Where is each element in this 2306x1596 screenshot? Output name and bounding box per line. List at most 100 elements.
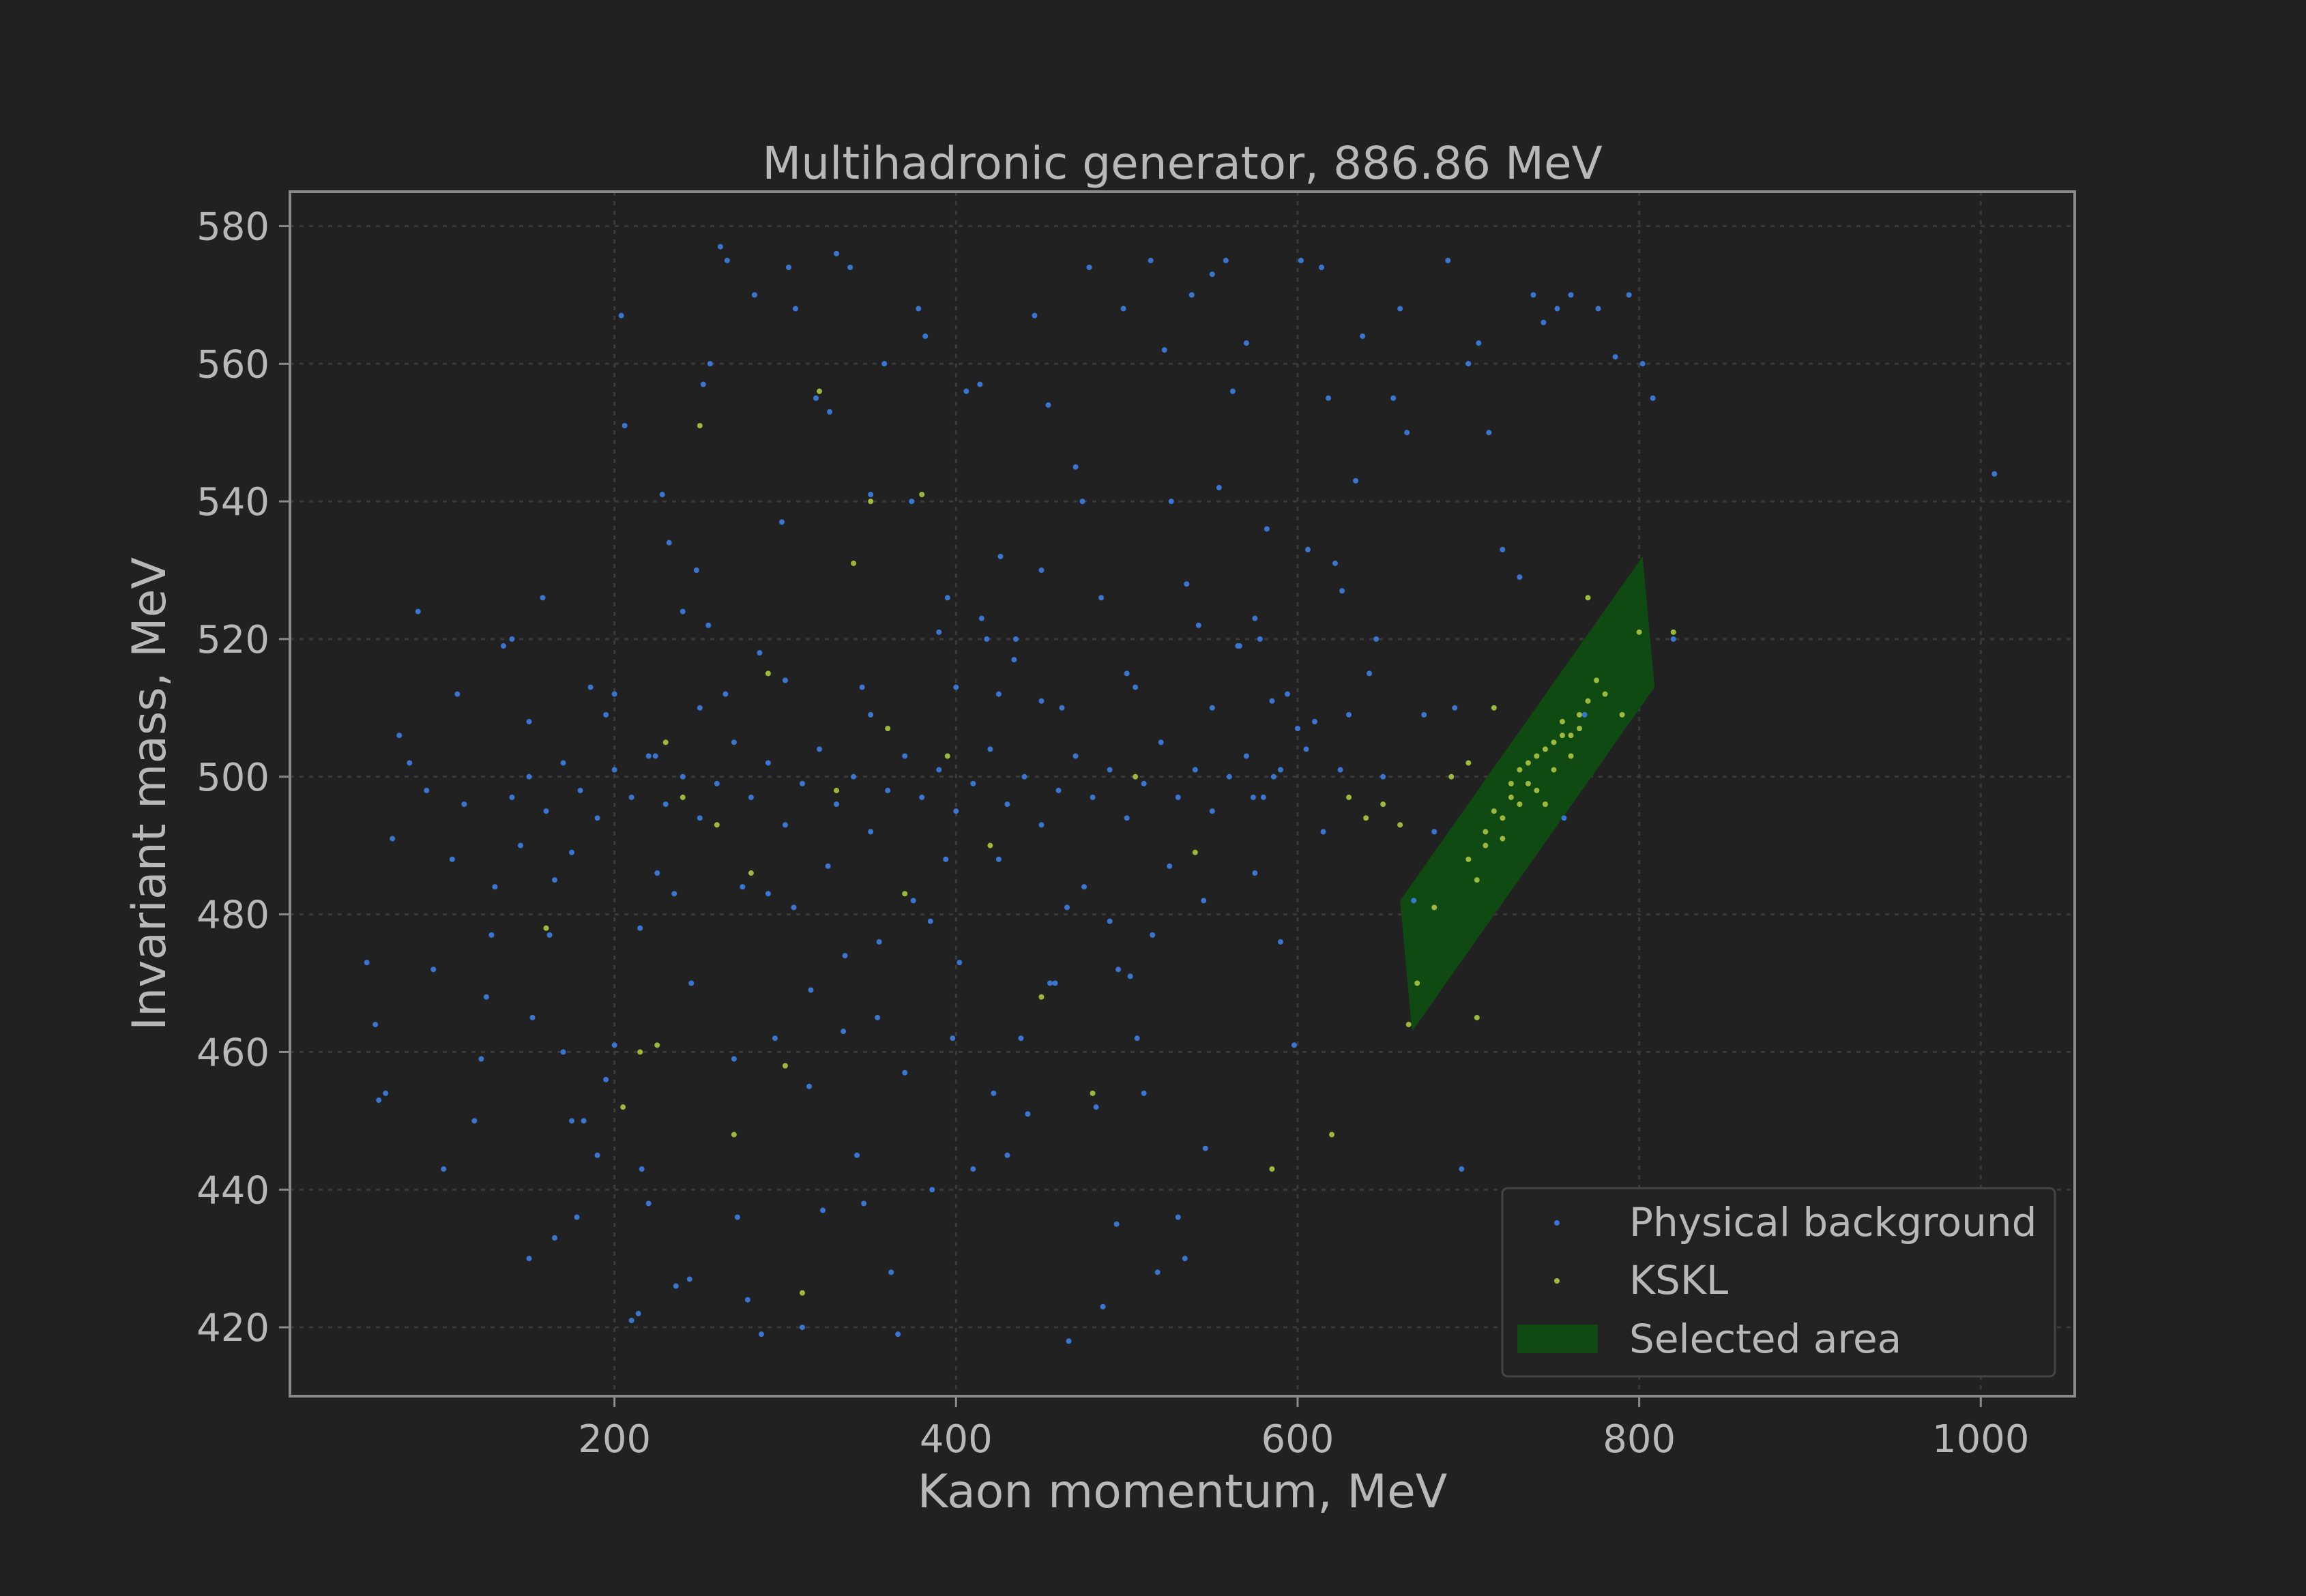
- legend-marker-selected-area: [1517, 1325, 1598, 1353]
- physical-background-point: [618, 312, 624, 319]
- physical-background-point: [1421, 711, 1427, 718]
- kskl-point: [1500, 815, 1506, 821]
- physical-background-point: [1209, 705, 1215, 711]
- physical-background-point: [552, 877, 558, 883]
- physical-background-point: [1229, 388, 1236, 394]
- x-axis-label: Kaon momentum, MeV: [918, 1465, 1448, 1519]
- physical-background-point: [847, 265, 853, 271]
- physical-background-point: [671, 891, 677, 897]
- physical-background-point: [1639, 361, 1646, 367]
- physical-background-point: [1081, 884, 1088, 890]
- physical-background-point: [1032, 312, 1038, 319]
- physical-background-point: [1319, 265, 1325, 271]
- kskl-point: [662, 739, 669, 745]
- kskl-point: [944, 753, 950, 759]
- kskl-point: [1568, 753, 1574, 759]
- physical-background-point: [902, 1069, 908, 1076]
- legend-label-physical-background: Physical background: [1629, 1199, 2037, 1245]
- physical-background-point: [1059, 705, 1065, 711]
- physical-background-point: [1337, 767, 1343, 773]
- physical-background-point: [1530, 292, 1536, 298]
- physical-background-point: [902, 753, 908, 759]
- physical-background-point: [1390, 395, 1397, 401]
- physical-background-point: [680, 773, 686, 780]
- physical-background-point: [654, 870, 660, 876]
- physical-background-point: [373, 1022, 379, 1028]
- physical-background-point: [1298, 257, 1304, 263]
- physical-background-point: [1038, 567, 1045, 574]
- physical-background-point: [1250, 795, 1256, 801]
- physical-background-point: [628, 795, 634, 801]
- physical-background-point: [483, 994, 489, 1000]
- physical-background-point: [526, 719, 532, 725]
- physical-background-point: [987, 746, 993, 752]
- physical-background-point: [1568, 292, 1574, 298]
- physical-background-point: [950, 1035, 956, 1041]
- physical-background-point: [717, 243, 723, 250]
- physical-background-point: [1113, 1221, 1120, 1227]
- physical-background-point: [526, 1256, 532, 1262]
- physical-background-point: [827, 409, 833, 415]
- physical-background-point: [1188, 292, 1195, 298]
- y-tick-label: 560: [196, 342, 269, 387]
- physical-background-point: [765, 760, 771, 766]
- kskl-point: [1038, 994, 1045, 1000]
- physical-background-point: [611, 691, 617, 697]
- kskl-point: [680, 795, 686, 801]
- physical-background-point: [639, 1166, 645, 1172]
- physical-background-point: [782, 822, 788, 828]
- physical-background-point: [808, 987, 814, 993]
- chart-title: Multihadronic generator, 886.86 MeV: [762, 137, 1602, 190]
- physical-background-point: [1154, 1269, 1161, 1275]
- kskl-point: [1474, 1014, 1480, 1020]
- physical-background-point: [688, 980, 695, 986]
- kskl-point: [1602, 691, 1608, 697]
- physical-background-point: [881, 361, 888, 367]
- physical-background-point: [441, 1166, 447, 1172]
- physical-background-point: [1294, 726, 1300, 732]
- kskl-point: [1397, 822, 1403, 828]
- legend: Physical background KSKL Selected area: [1501, 1187, 2056, 1378]
- physical-background-point: [1055, 787, 1062, 793]
- physical-background-point: [622, 423, 628, 429]
- physical-background-point: [1332, 560, 1339, 566]
- physical-background-point: [995, 691, 1002, 697]
- kskl-point: [1517, 801, 1523, 808]
- physical-background-point: [953, 808, 959, 814]
- physical-background-point: [1093, 1104, 1099, 1110]
- physical-background-point: [723, 691, 729, 697]
- physical-background-point: [430, 966, 437, 973]
- kskl-point: [1534, 787, 1540, 793]
- physical-background-point: [1047, 980, 1053, 986]
- physical-background-point: [943, 856, 949, 862]
- physical-background-point: [569, 849, 575, 855]
- physical-background-point: [1004, 801, 1010, 808]
- physical-background-point: [910, 898, 916, 904]
- physical-background-point: [1184, 581, 1190, 587]
- kskl-point: [1508, 780, 1514, 786]
- physical-background-point: [569, 1118, 575, 1124]
- physical-background-point: [500, 643, 506, 649]
- physical-background-point: [449, 856, 455, 862]
- physical-background-point: [697, 815, 703, 821]
- physical-background-point: [885, 787, 891, 793]
- kskl-point: [1405, 1022, 1412, 1028]
- legend-box: [1501, 1187, 2056, 1378]
- physical-background-point: [1612, 354, 1618, 360]
- legend-marker-physical-background: [1554, 1220, 1560, 1226]
- y-tick-label: 520: [196, 618, 269, 662]
- physical-background-point: [415, 608, 421, 615]
- kskl-point: [1636, 629, 1642, 635]
- physical-background-point: [1148, 257, 1154, 263]
- kskl-point: [1269, 1166, 1275, 1172]
- physical-background-point: [970, 1166, 976, 1172]
- physical-background-point: [772, 1035, 778, 1041]
- physical-background-point: [659, 492, 665, 498]
- physical-background-point: [1431, 829, 1437, 835]
- physical-background-point: [1404, 430, 1410, 436]
- kskl-point: [765, 670, 771, 677]
- y-tick-label: 500: [196, 756, 269, 800]
- kskl-point: [1465, 856, 1472, 862]
- physical-background-point: [454, 691, 461, 697]
- kskl-point: [1483, 829, 1489, 835]
